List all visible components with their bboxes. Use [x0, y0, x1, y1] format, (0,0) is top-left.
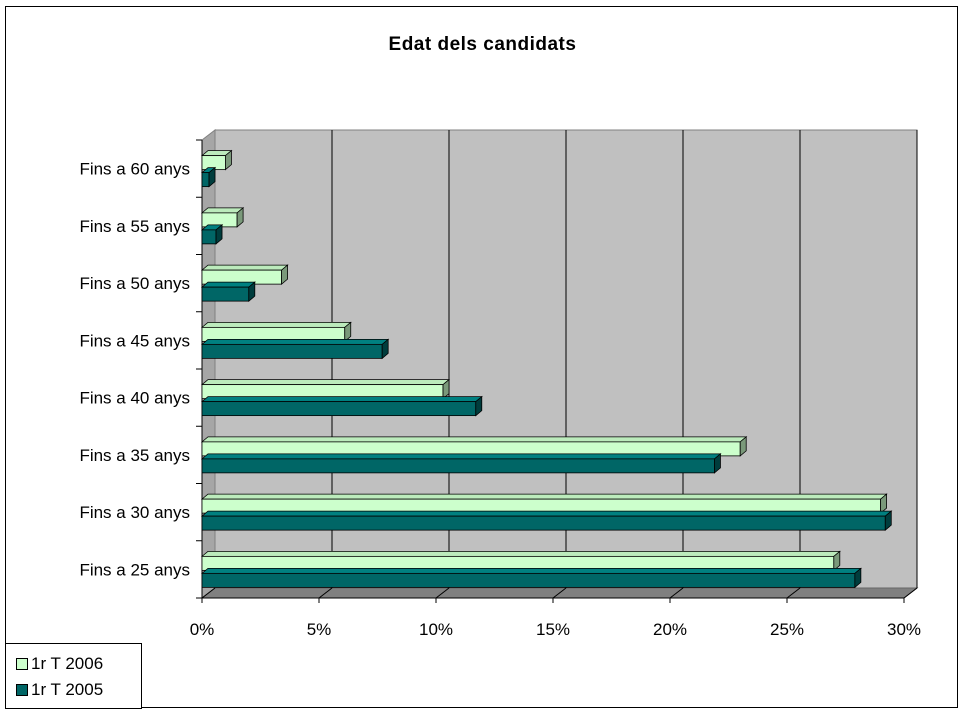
bar-end-face [854, 567, 862, 589]
y-tick-label: Fins a 55 anys [79, 217, 190, 236]
bar-top-face [200, 493, 888, 500]
bar-top-face [200, 510, 893, 517]
bar-top-face [200, 550, 841, 557]
x-tick-label: 30% [887, 620, 921, 639]
chart-title: Edat dels candidats [388, 34, 577, 55]
legend-swatch-2005 [16, 684, 28, 696]
bar-2005 [201, 515, 886, 531]
bar-end-face [381, 338, 389, 360]
bar-end-face [281, 264, 288, 285]
floor-tick-line [552, 587, 567, 599]
bar-2005 [201, 572, 856, 588]
bar-end-face [833, 550, 841, 572]
x-tick-label: 25% [770, 620, 804, 639]
bar-end-face [344, 321, 352, 343]
legend-swatch-2006 [16, 658, 28, 670]
y-tick-label: Fins a 40 anys [79, 389, 190, 408]
floor-tick-line [669, 587, 684, 599]
x-tick-label: 0% [190, 620, 215, 639]
legend-label-2005: 1r T 2005 [31, 680, 104, 699]
x-tick-label: 5% [307, 620, 332, 639]
legend-label-2006: 1r T 2006 [31, 654, 104, 673]
floor-tick-line [435, 587, 450, 599]
bar-2005 [201, 343, 383, 359]
bar-top-face [200, 281, 256, 288]
bar-2005 [201, 458, 715, 474]
bar-end-face [248, 281, 256, 302]
bar-2005 [201, 229, 217, 245]
legend: 1r T 2006 1r T 2005 [5, 643, 142, 709]
x-tick-label: 20% [653, 620, 687, 639]
y-tick-label: Fins a 50 anys [79, 274, 190, 293]
bar-top-face [200, 321, 352, 328]
legend-item-2005: 1r T 2005 [16, 680, 103, 700]
bar-end-face [208, 166, 216, 188]
y-tick-label: Fins a 60 anys [79, 160, 190, 179]
bar-end-face [442, 378, 450, 400]
bar-top-face [200, 453, 722, 460]
x-tick-label: 10% [419, 620, 453, 639]
bar-top-face [200, 436, 748, 443]
floor-tick-line [201, 587, 216, 599]
y-tick-label: Fins a 25 anys [79, 560, 190, 579]
bar-end-face [224, 149, 232, 171]
bar-end-face [884, 510, 892, 531]
floor-tick-line [318, 587, 333, 599]
bar-end-face [880, 493, 887, 514]
bar-end-face [739, 436, 747, 457]
floor-tick-line [903, 587, 918, 599]
bar-2005 [201, 401, 477, 417]
y-tick-label: Fins a 45 anys [79, 331, 190, 350]
bar-end-face [714, 453, 721, 474]
legend-item-2006: 1r T 2006 [16, 654, 103, 674]
bar-end-face [475, 395, 483, 417]
bar-top-face [200, 567, 862, 574]
bar-top-face [200, 264, 289, 271]
bar-2005 [201, 172, 210, 188]
y-tick-label: Fins a 35 anys [79, 446, 190, 465]
bar-2005 [201, 286, 250, 302]
bar-top-face [200, 396, 483, 403]
bar-top-face [200, 379, 451, 386]
bar-end-face [236, 207, 244, 228]
bar-top-face [200, 338, 390, 345]
bar-top-face [200, 207, 245, 214]
y-tick-label: Fins a 30 anys [79, 503, 190, 522]
bar-end-face [215, 224, 223, 245]
floor-tick-line [786, 587, 801, 599]
x-tick-label: 15% [536, 620, 570, 639]
